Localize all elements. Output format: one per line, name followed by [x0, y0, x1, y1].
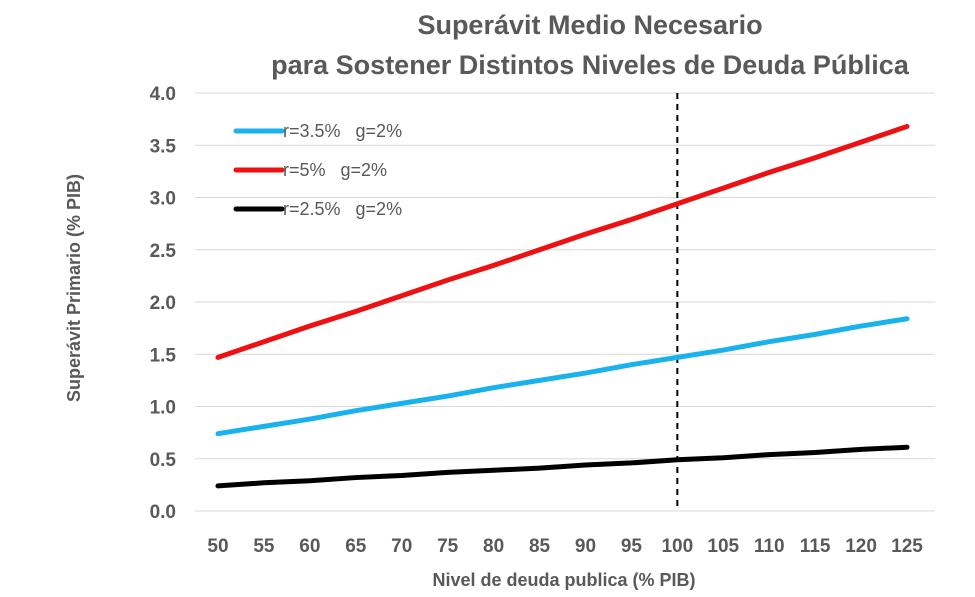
y-tick-label-2: 1.0 — [150, 398, 176, 419]
x-tick-label-12: 110 — [754, 536, 785, 557]
x-tick-label-5: 75 — [437, 536, 459, 557]
y-tick-label-0: 0.0 — [150, 502, 176, 523]
x-tick-label-11: 105 — [707, 536, 739, 557]
y-tick-labels: 0.0 0.5 1.0 1.5 2.0 2.5 3.0 3.5 4.0 — [150, 84, 177, 523]
legend: r=3.5% g=2% r=5% g=2% r=2.5% g=2% — [233, 121, 402, 219]
x-tick-label-4: 70 — [391, 536, 412, 557]
chart-subtitle: para Sostener Distintos Niveles de Deuda… — [271, 50, 910, 80]
x-tick-label-6: 80 — [483, 536, 504, 557]
x-tick-label-10: 100 — [661, 536, 693, 557]
series-line-2 — [215, 444, 910, 489]
x-tick-label-3: 65 — [345, 536, 367, 557]
x-tick-label-13: 115 — [800, 536, 831, 557]
x-tick-label-8: 90 — [575, 536, 596, 557]
x-tick-label-9: 95 — [621, 536, 643, 557]
chart-title: Superávit Medio Necesario — [417, 10, 762, 40]
x-tick-label-15: 125 — [891, 536, 923, 557]
legend-label-2: r=2.5% g=2% — [283, 199, 402, 219]
y-tick-label-6: 3.0 — [150, 189, 176, 210]
y-tick-label-8: 4.0 — [150, 84, 176, 105]
legend-label-0: r=3.5% g=2% — [283, 121, 402, 141]
y-axis-label: Superávit Primario (% PIB) — [64, 174, 84, 402]
series-line-0 — [215, 316, 910, 437]
y-tick-label-3: 1.5 — [150, 345, 177, 366]
x-tick-label-14: 120 — [845, 536, 877, 557]
x-tick-labels: 50 55 60 65 70 75 80 85 90 95 100 105 110 115 120 125 — [207, 536, 923, 557]
series-lines — [215, 123, 910, 489]
x-tick-label-1: 55 — [253, 536, 275, 557]
x-tick-label-0: 50 — [207, 536, 228, 557]
y-tick-label-5: 2.5 — [150, 241, 177, 262]
x-tick-label-7: 85 — [529, 536, 551, 557]
y-tick-label-7: 3.5 — [150, 136, 177, 157]
series-line-1 — [215, 123, 910, 360]
x-tick-label-2: 60 — [299, 536, 320, 557]
gridlines — [195, 92, 935, 512]
x-axis-label: Nivel de deuda publica (% PIB) — [432, 570, 695, 590]
legend-label-1: r=5% g=2% — [283, 160, 387, 180]
y-tick-label-4: 2.0 — [150, 293, 176, 314]
y-tick-label-1: 0.5 — [150, 450, 177, 471]
